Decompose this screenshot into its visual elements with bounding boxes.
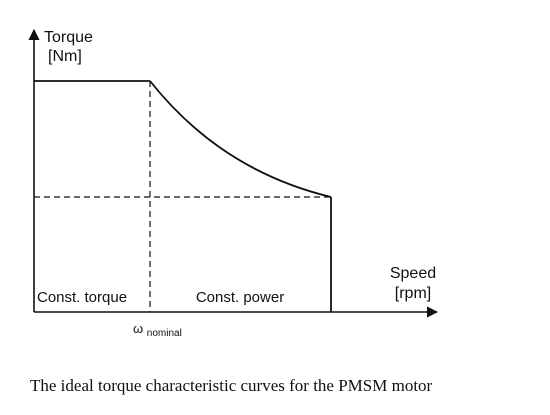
- x-axis-label: Speed: [390, 265, 436, 282]
- const-power-label: Const. power: [196, 289, 284, 306]
- constant-power-curve: [149, 80, 332, 198]
- const-torque-label: Const. torque: [37, 289, 127, 306]
- nominal-subscript: nominal: [147, 328, 182, 339]
- y-axis-unit: [Nm]: [48, 48, 82, 65]
- nominal-speed-label: ω nominal: [133, 321, 182, 339]
- omega-symbol: ω: [133, 321, 143, 336]
- y-axis-label: Torque: [44, 29, 93, 46]
- x-axis-unit: [rpm]: [395, 285, 431, 302]
- figure-caption: The ideal torque characteristic curves f…: [30, 376, 433, 395]
